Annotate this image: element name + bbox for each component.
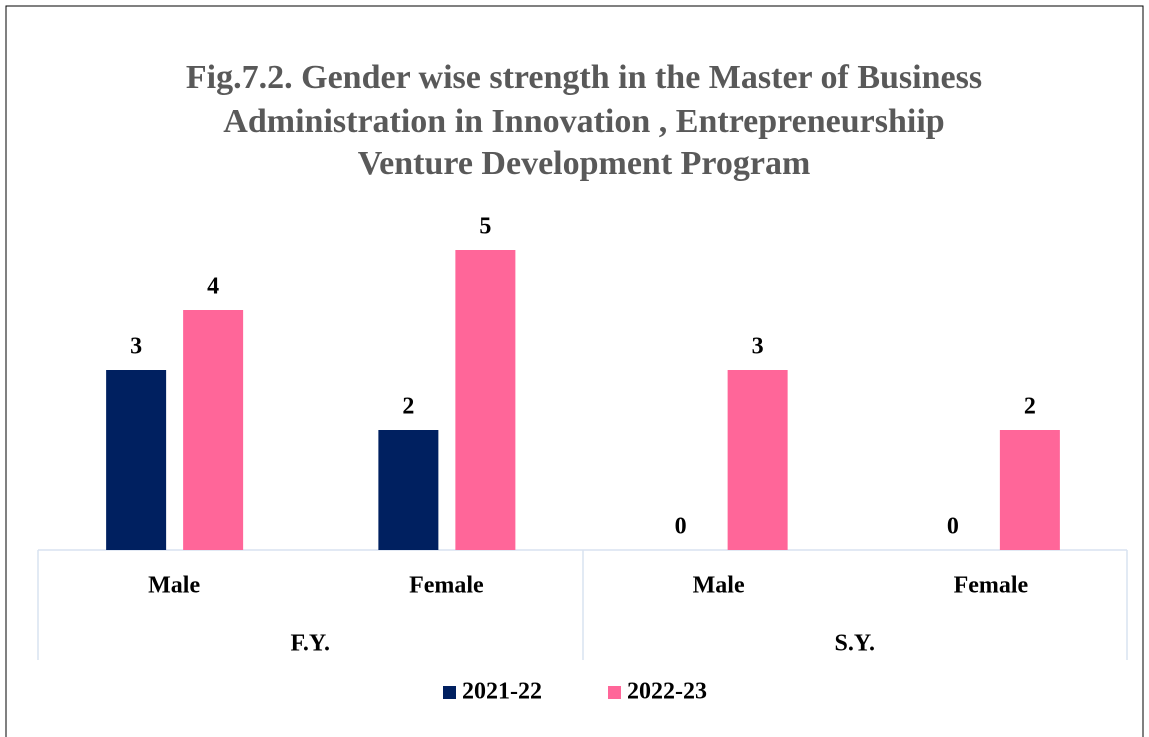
data-label: 4 (207, 274, 219, 300)
legend-label: 2022-23 (627, 679, 707, 705)
legend-swatch (443, 686, 456, 699)
group-label: F.Y. (290, 631, 330, 657)
data-label: 0 (675, 514, 687, 540)
chart-title: Venture Development Program (358, 145, 811, 182)
data-label: 5 (479, 214, 491, 240)
group-label: S.Y. (835, 631, 875, 657)
chart-title: Administration in Innovation , Entrepren… (223, 103, 944, 140)
x-tick-label: Female (409, 573, 484, 599)
data-label: 2 (402, 394, 414, 420)
legend-swatch (608, 686, 621, 699)
chart-title: Fig.7.2. Gender wise strength in the Mas… (186, 59, 982, 96)
x-tick-label: Male (148, 573, 200, 599)
x-tick-label: Male (693, 573, 745, 599)
x-tick-label: Female (954, 573, 1029, 599)
bar (455, 250, 516, 550)
bar (727, 370, 788, 550)
bar (183, 310, 244, 550)
bar (999, 430, 1060, 550)
bar (106, 370, 167, 550)
data-label: 3 (752, 334, 764, 360)
data-label: 2 (1024, 394, 1036, 420)
data-label: 3 (130, 334, 142, 360)
legend-label: 2021-22 (462, 679, 542, 705)
bar (378, 430, 439, 550)
data-label: 0 (947, 514, 959, 540)
